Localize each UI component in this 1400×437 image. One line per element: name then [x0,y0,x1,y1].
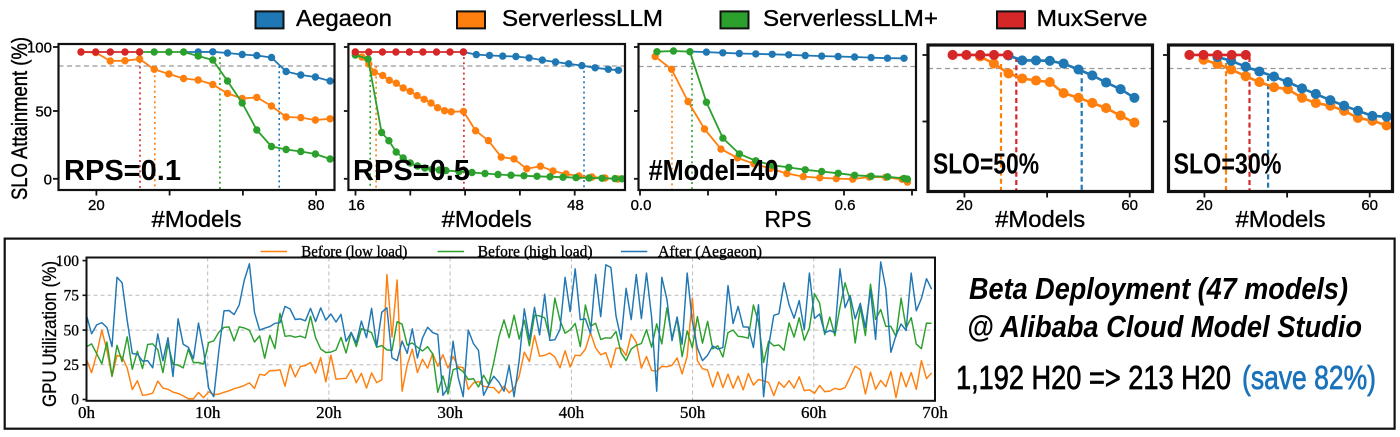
svg-text:RPS=0.5: RPS=0.5 [353,155,470,187]
svg-text:SLO Attainment (%): SLO Attainment (%) [7,37,32,200]
svg-text:Before (high load): Before (high load) [478,244,593,261]
svg-text:0.6: 0.6 [835,197,856,214]
svg-text:0: 0 [44,171,52,188]
svg-text:0: 0 [71,392,79,409]
svg-text:80: 80 [308,197,325,214]
svg-text:60h: 60h [801,403,827,422]
svg-text:25: 25 [64,357,80,374]
svg-text:ServerlessLLM+: ServerlessLLM+ [763,5,938,31]
svg-text:#Models: #Models [442,206,532,232]
svg-text:RPS: RPS [765,206,812,232]
svg-text:75: 75 [64,288,80,305]
svg-text:70h: 70h [922,403,948,422]
svg-text:60: 60 [1361,197,1378,214]
svg-text:After (Aegaeon): After (Aegaeon) [658,244,762,261]
svg-text:20: 20 [88,197,105,214]
svg-text:GPU Utilization (%): GPU Utilization (%) [40,261,61,407]
svg-text:#Models: #Models [995,206,1085,232]
svg-text:1,192 H20 => 213 H20: 1,192 H20 => 213 H20 [956,359,1231,396]
svg-text:SLO=30%: SLO=30% [1174,149,1282,181]
svg-text:Beta Deployment (47 models): Beta Deployment (47 models) [969,271,1348,306]
svg-text:RPS=0.1: RPS=0.1 [64,155,181,187]
svg-text:20h: 20h [316,403,342,422]
svg-text:50h: 50h [680,403,706,422]
svg-text:10h: 10h [195,403,221,422]
svg-text:20: 20 [956,197,973,214]
svg-text:Aegaeon: Aegaeon [296,5,392,31]
svg-text:30h: 30h [437,403,463,422]
svg-text:ServerlessLLM: ServerlessLLM [502,5,663,31]
svg-text:#Models: #Models [1236,206,1326,232]
svg-text:#Models: #Models [152,206,242,232]
svg-text:100: 100 [56,253,80,270]
svg-text:(save 82%): (save 82%) [1242,359,1376,396]
svg-text:MuxServe: MuxServe [1037,5,1148,31]
svg-text:0.0: 0.0 [631,197,652,214]
svg-text:100: 100 [27,40,52,57]
svg-text:40h: 40h [559,403,585,422]
svg-text:@ Alibaba Cloud Model Studio: @ Alibaba Cloud Model Studio [967,309,1362,344]
svg-text:20: 20 [1196,197,1213,214]
svg-text:60: 60 [1121,197,1138,214]
svg-text:16: 16 [348,197,365,214]
svg-text:50: 50 [35,104,52,121]
svg-text:SLO=50%: SLO=50% [933,149,1039,181]
svg-text:#Model=40: #Model=40 [649,155,779,187]
svg-text:50: 50 [64,322,80,339]
svg-text:0h: 0h [78,403,96,422]
svg-text:Before (low load): Before (low load) [301,244,407,261]
svg-text:48: 48 [567,197,584,214]
